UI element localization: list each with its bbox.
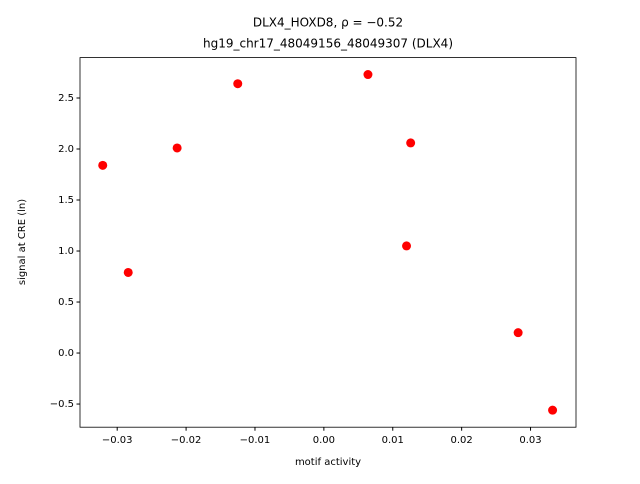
y-tick-label: −0.5 bbox=[50, 399, 74, 410]
point bbox=[402, 241, 412, 251]
plot-frame bbox=[79, 57, 577, 428]
point bbox=[363, 70, 373, 80]
point bbox=[233, 79, 243, 89]
chart-subtitle: hg19_chr17_48049156_48049307 (DLX4) bbox=[203, 37, 453, 51]
x-tick-label: 0.01 bbox=[382, 435, 404, 446]
y-axis-label: signal at CRE (ln) bbox=[17, 199, 28, 285]
y-tick-label: 0.5 bbox=[58, 297, 74, 308]
x-tick-label: −0.02 bbox=[171, 435, 202, 446]
x-tick-label: −0.03 bbox=[102, 435, 133, 446]
y-tick-label: 1.5 bbox=[58, 195, 74, 206]
chart-title: DLX4_HOXD8, ρ = −0.52 bbox=[253, 16, 403, 30]
x-tick-label: −0.01 bbox=[240, 435, 271, 446]
y-tick-label: 1.0 bbox=[58, 246, 74, 257]
x-tick-label: 0.00 bbox=[313, 435, 335, 446]
point bbox=[98, 160, 108, 170]
point bbox=[406, 138, 416, 148]
y-tick-label: 2.0 bbox=[58, 144, 74, 155]
x-tick-label: 0.03 bbox=[519, 435, 541, 446]
x-axis-label: motif activity bbox=[295, 457, 361, 468]
point bbox=[513, 328, 523, 338]
point bbox=[548, 405, 558, 415]
y-tick-label: 0.0 bbox=[58, 348, 74, 359]
y-tick-label: 2.5 bbox=[58, 93, 74, 104]
point bbox=[172, 143, 182, 153]
point bbox=[123, 267, 133, 277]
x-tick-label: 0.02 bbox=[451, 435, 473, 446]
